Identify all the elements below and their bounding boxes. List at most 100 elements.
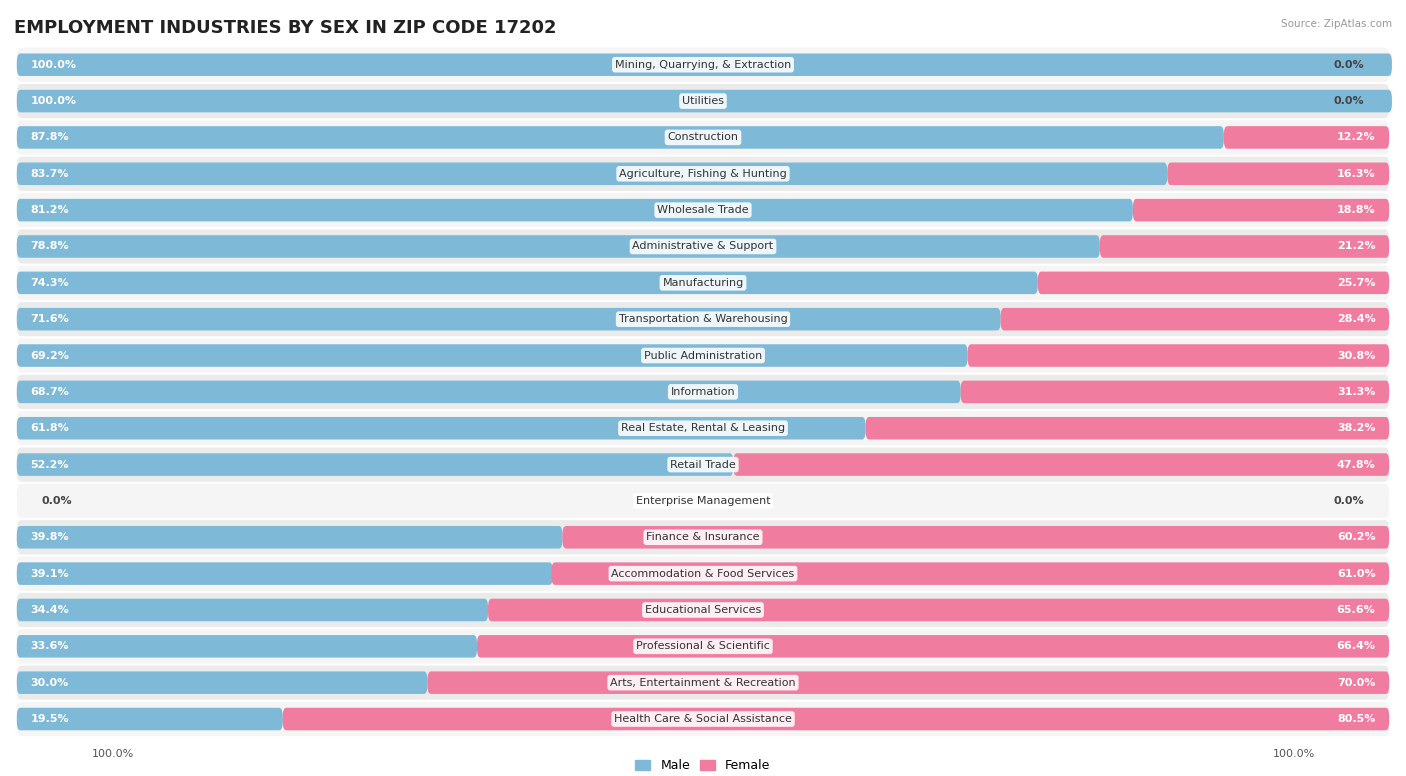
Text: 80.5%: 80.5% [1337,714,1375,724]
Text: 100.0%: 100.0% [31,96,76,106]
FancyBboxPatch shape [17,520,1389,554]
Text: 38.2%: 38.2% [1337,423,1375,433]
FancyBboxPatch shape [17,448,1389,482]
FancyBboxPatch shape [17,308,1001,331]
FancyBboxPatch shape [17,593,1389,627]
Text: 12.2%: 12.2% [1337,133,1375,143]
FancyBboxPatch shape [17,162,1167,185]
Text: 100.0%: 100.0% [1272,749,1315,759]
FancyBboxPatch shape [1167,162,1389,185]
FancyBboxPatch shape [17,671,427,694]
FancyBboxPatch shape [17,526,562,549]
Text: Wholesale Trade: Wholesale Trade [657,205,749,215]
Text: 66.4%: 66.4% [1337,641,1375,651]
FancyBboxPatch shape [17,635,477,657]
FancyBboxPatch shape [427,671,1389,694]
FancyBboxPatch shape [866,417,1389,439]
Text: 87.8%: 87.8% [31,133,69,143]
FancyBboxPatch shape [1038,272,1389,294]
FancyBboxPatch shape [17,272,1038,294]
FancyBboxPatch shape [283,708,1389,730]
FancyBboxPatch shape [17,90,1392,113]
FancyBboxPatch shape [960,380,1389,404]
FancyBboxPatch shape [17,563,553,585]
Text: 70.0%: 70.0% [1337,677,1375,688]
Text: 60.2%: 60.2% [1337,532,1375,542]
Text: Professional & Scientific: Professional & Scientific [636,641,770,651]
FancyBboxPatch shape [17,120,1389,154]
FancyBboxPatch shape [17,453,734,476]
Text: Transportation & Warehousing: Transportation & Warehousing [619,314,787,324]
Text: 61.8%: 61.8% [31,423,69,433]
Text: 0.0%: 0.0% [1334,496,1364,506]
Text: Finance & Insurance: Finance & Insurance [647,532,759,542]
FancyBboxPatch shape [17,708,283,730]
Text: 34.4%: 34.4% [31,605,69,615]
FancyBboxPatch shape [17,265,1389,300]
Text: 31.3%: 31.3% [1337,387,1375,397]
FancyBboxPatch shape [17,375,1389,409]
Text: 100.0%: 100.0% [31,60,76,70]
Text: Arts, Entertainment & Recreation: Arts, Entertainment & Recreation [610,677,796,688]
FancyBboxPatch shape [1099,235,1389,258]
FancyBboxPatch shape [17,417,866,439]
Text: 47.8%: 47.8% [1337,459,1375,469]
Text: Administrative & Support: Administrative & Support [633,241,773,251]
Text: Information: Information [671,387,735,397]
FancyBboxPatch shape [967,345,1389,367]
Text: 30.8%: 30.8% [1337,351,1375,361]
Text: 69.2%: 69.2% [31,351,69,361]
Text: Real Estate, Rental & Leasing: Real Estate, Rental & Leasing [621,423,785,433]
FancyBboxPatch shape [17,84,1389,118]
Text: 68.7%: 68.7% [31,387,69,397]
Text: 18.8%: 18.8% [1337,205,1375,215]
Text: Enterprise Management: Enterprise Management [636,496,770,506]
Text: 39.8%: 39.8% [31,532,69,542]
Text: 61.0%: 61.0% [1337,569,1375,579]
FancyBboxPatch shape [17,193,1389,227]
Text: 0.0%: 0.0% [1334,60,1364,70]
FancyBboxPatch shape [551,563,1389,585]
FancyBboxPatch shape [17,47,1389,81]
FancyBboxPatch shape [17,338,1389,372]
Text: 0.0%: 0.0% [42,496,72,506]
FancyBboxPatch shape [17,599,488,622]
Legend: Male, Female: Male, Female [636,760,770,772]
Text: 19.5%: 19.5% [31,714,69,724]
FancyBboxPatch shape [562,526,1389,549]
Text: 33.6%: 33.6% [31,641,69,651]
FancyBboxPatch shape [734,453,1389,476]
FancyBboxPatch shape [477,635,1389,657]
Text: 65.6%: 65.6% [1337,605,1375,615]
FancyBboxPatch shape [17,702,1389,736]
FancyBboxPatch shape [1001,308,1389,331]
Text: Accommodation & Food Services: Accommodation & Food Services [612,569,794,579]
Text: 100.0%: 100.0% [91,749,134,759]
FancyBboxPatch shape [1223,126,1389,149]
FancyBboxPatch shape [17,345,967,367]
Text: 25.7%: 25.7% [1337,278,1375,288]
Text: 78.8%: 78.8% [31,241,69,251]
FancyBboxPatch shape [17,126,1223,149]
FancyBboxPatch shape [17,302,1389,336]
FancyBboxPatch shape [17,235,1099,258]
Text: 74.3%: 74.3% [31,278,69,288]
Text: Source: ZipAtlas.com: Source: ZipAtlas.com [1281,19,1392,29]
Text: 16.3%: 16.3% [1337,169,1375,178]
Text: 28.4%: 28.4% [1337,314,1375,324]
Text: 21.2%: 21.2% [1337,241,1375,251]
FancyBboxPatch shape [17,411,1389,445]
FancyBboxPatch shape [17,556,1389,591]
Text: EMPLOYMENT INDUSTRIES BY SEX IN ZIP CODE 17202: EMPLOYMENT INDUSTRIES BY SEX IN ZIP CODE… [14,19,557,37]
Text: 83.7%: 83.7% [31,169,69,178]
Text: Construction: Construction [668,133,738,143]
Text: 0.0%: 0.0% [1334,96,1364,106]
FancyBboxPatch shape [17,666,1389,700]
Text: 81.2%: 81.2% [31,205,69,215]
FancyBboxPatch shape [17,54,1392,76]
Text: Utilities: Utilities [682,96,724,106]
FancyBboxPatch shape [488,599,1389,622]
Text: Agriculture, Fishing & Hunting: Agriculture, Fishing & Hunting [619,169,787,178]
Text: Retail Trade: Retail Trade [671,459,735,469]
FancyBboxPatch shape [17,230,1389,264]
